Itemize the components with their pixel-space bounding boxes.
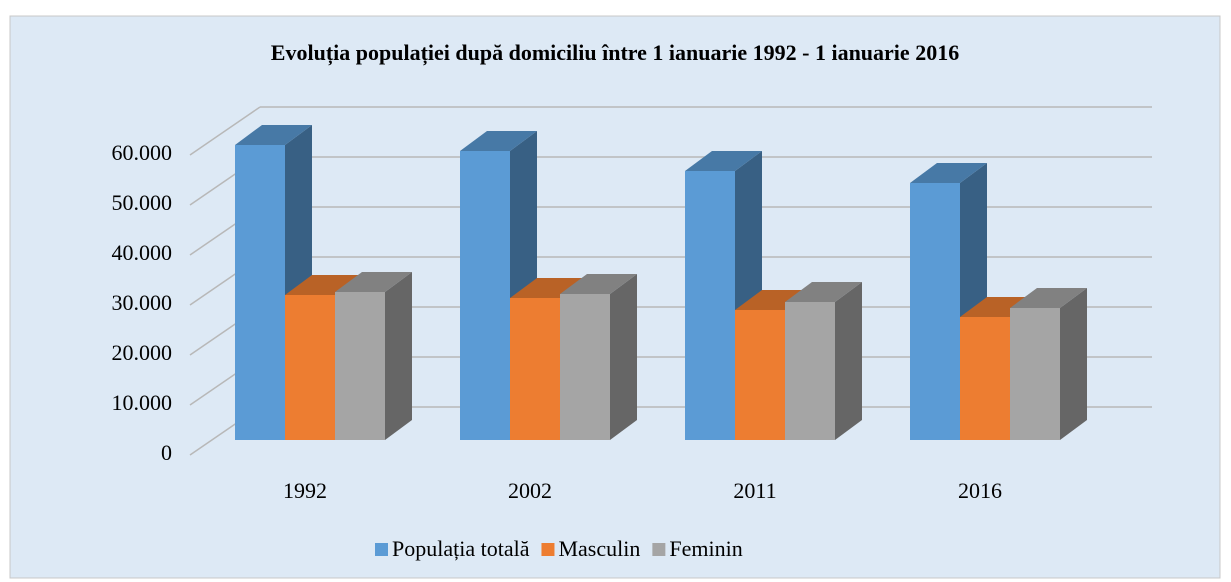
x-tick-label: 2011 xyxy=(733,478,776,503)
bar-top xyxy=(510,278,587,298)
bar xyxy=(460,151,510,440)
bar-top xyxy=(960,297,1037,317)
bar xyxy=(960,317,1010,440)
bar-top xyxy=(285,275,362,295)
legend-label: Populația totală xyxy=(392,536,530,561)
bar-top xyxy=(460,131,537,151)
bar xyxy=(560,294,610,440)
bar-top xyxy=(785,282,862,302)
x-tick-label: 2002 xyxy=(508,478,552,503)
x-tick-label: 1992 xyxy=(283,478,327,503)
bar-side xyxy=(610,274,637,440)
bar xyxy=(785,302,835,440)
y-tick-label: 10.000 xyxy=(112,390,173,415)
y-tick-label: 0 xyxy=(161,440,172,465)
bar-top xyxy=(235,125,312,145)
bar xyxy=(285,295,335,440)
chart-title: Evoluția populației după domiciliu între… xyxy=(271,40,959,66)
bar-top xyxy=(335,272,412,292)
legend-swatch xyxy=(652,543,666,556)
bar-side xyxy=(835,282,862,440)
bar-top xyxy=(685,151,762,171)
bar-top xyxy=(560,274,637,294)
bar xyxy=(910,183,960,440)
bar xyxy=(510,298,560,440)
x-tick-label: 2016 xyxy=(958,478,1002,503)
bar xyxy=(335,292,385,440)
y-tick-label: 50.000 xyxy=(112,190,173,215)
legend-swatch xyxy=(375,543,388,556)
legend-label: Masculin xyxy=(558,536,640,561)
y-tick-label: 30.000 xyxy=(112,290,173,315)
legend-label: Feminin xyxy=(669,536,742,561)
bar xyxy=(235,145,285,440)
y-tick-label: 60.000 xyxy=(112,140,173,165)
bar-top xyxy=(1010,288,1087,308)
y-tick-label: 40.000 xyxy=(112,240,173,265)
legend-swatch xyxy=(541,543,555,556)
bar-side xyxy=(1060,288,1087,440)
bar-side xyxy=(385,272,412,440)
grid-line xyxy=(189,106,261,156)
bar-top xyxy=(910,163,987,183)
y-tick-label: 20.000 xyxy=(112,340,173,365)
bar xyxy=(685,171,735,440)
bar-top xyxy=(735,290,812,310)
bar xyxy=(1010,308,1060,440)
bar xyxy=(735,310,785,440)
